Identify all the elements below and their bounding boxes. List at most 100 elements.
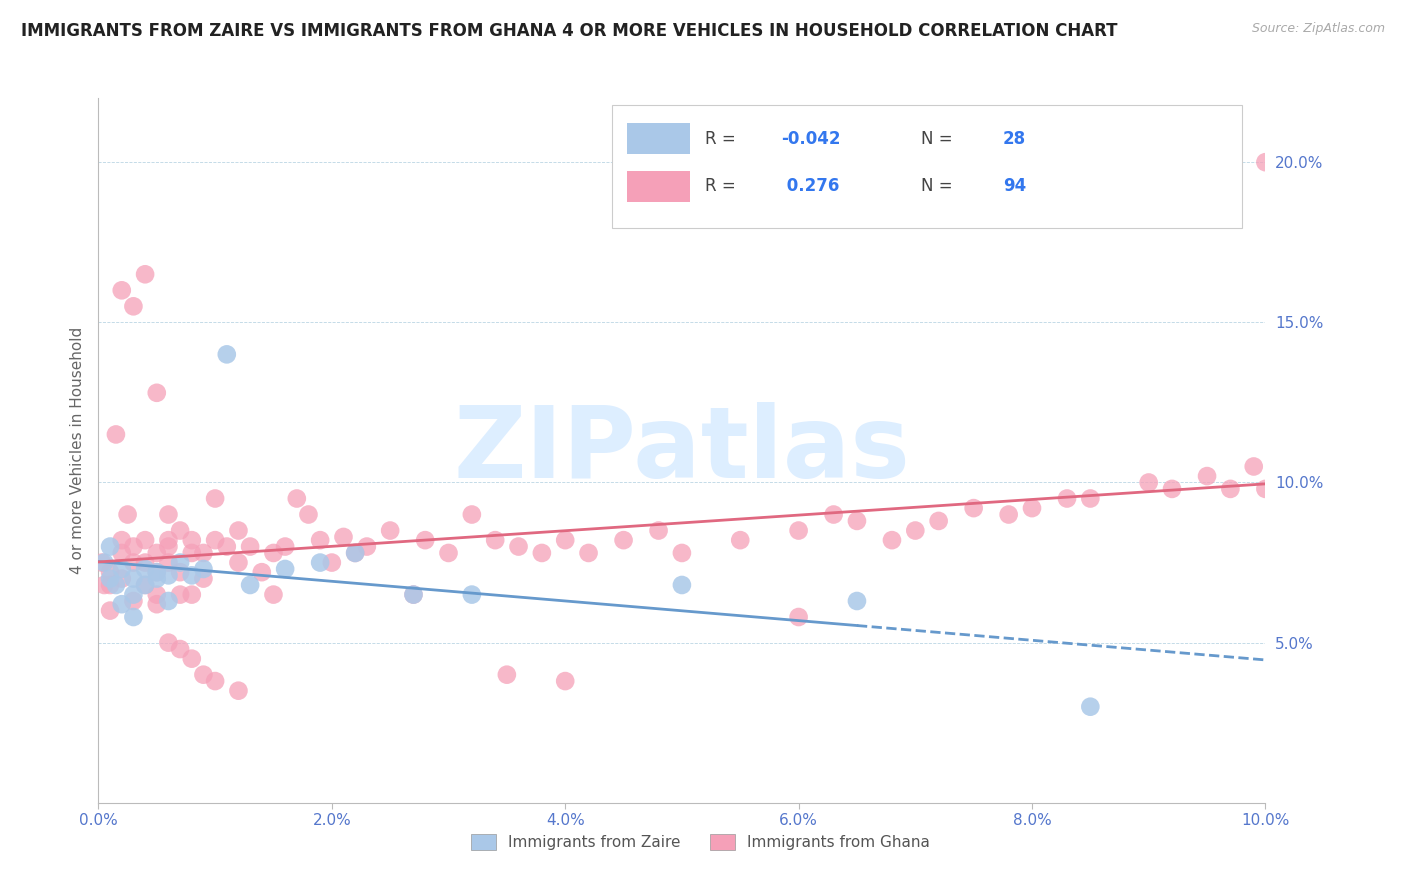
Point <box>146 565 169 579</box>
Point <box>904 524 927 538</box>
Bar <box>710 834 735 850</box>
Point <box>1056 491 1078 506</box>
Text: Source: ZipAtlas.com: Source: ZipAtlas.com <box>1251 22 1385 36</box>
Point <box>1243 459 1265 474</box>
Point <box>98 604 121 618</box>
Point <box>93 556 115 570</box>
Point <box>93 578 115 592</box>
Point <box>146 546 169 560</box>
Point <box>997 508 1019 522</box>
Point <box>554 674 576 689</box>
Point <box>146 588 169 602</box>
Point <box>104 578 127 592</box>
Point <box>671 546 693 560</box>
Point <box>134 578 156 592</box>
Point <box>98 572 121 586</box>
Point <box>111 597 134 611</box>
Point <box>508 540 530 554</box>
Point <box>228 556 250 570</box>
Point <box>122 556 145 570</box>
Point <box>1254 155 1277 169</box>
Point <box>671 578 693 592</box>
Point <box>157 635 180 649</box>
Point <box>554 533 576 548</box>
Point <box>274 562 297 576</box>
Point <box>111 283 134 297</box>
Point <box>180 568 202 582</box>
Point <box>250 565 273 579</box>
Text: ZIPatlas: ZIPatlas <box>454 402 910 499</box>
Bar <box>471 834 496 850</box>
Text: -0.042: -0.042 <box>782 130 841 148</box>
Point <box>146 385 169 400</box>
Point <box>496 667 519 681</box>
Point <box>157 556 180 570</box>
Point <box>285 491 308 506</box>
Point <box>1137 475 1160 490</box>
Y-axis label: 4 or more Vehicles in Household: 4 or more Vehicles in Household <box>69 326 84 574</box>
Point <box>484 533 506 548</box>
Point <box>204 533 226 548</box>
Text: N =: N = <box>921 130 953 148</box>
Point <box>1021 501 1043 516</box>
Point <box>380 524 402 538</box>
Point <box>239 540 262 554</box>
Point <box>1254 482 1277 496</box>
Point <box>730 533 752 548</box>
Point <box>612 533 634 548</box>
Point <box>111 546 134 560</box>
Point <box>146 572 169 586</box>
Point <box>530 546 553 560</box>
Point <box>215 347 238 361</box>
Point <box>332 530 354 544</box>
Text: 0.276: 0.276 <box>782 178 839 195</box>
Point <box>134 268 156 282</box>
Point <box>90 556 112 570</box>
Point <box>111 562 134 576</box>
Point <box>180 651 202 665</box>
Point <box>98 565 121 579</box>
Point <box>98 540 121 554</box>
Text: Immigrants from Zaire: Immigrants from Zaire <box>508 836 681 850</box>
Point <box>787 610 810 624</box>
Point <box>1080 699 1102 714</box>
Point <box>402 588 425 602</box>
Text: 94: 94 <box>1002 178 1026 195</box>
Point <box>1161 482 1184 496</box>
Point <box>461 508 484 522</box>
Point <box>578 546 600 560</box>
Point <box>239 578 262 592</box>
Point <box>204 491 226 506</box>
Point <box>134 562 156 576</box>
Point <box>169 565 191 579</box>
Point <box>122 540 145 554</box>
Point <box>193 546 215 560</box>
Point <box>111 533 134 548</box>
Point <box>356 540 378 554</box>
Point <box>157 533 180 548</box>
FancyBboxPatch shape <box>627 123 690 154</box>
Point <box>1080 491 1102 506</box>
Point <box>157 568 180 582</box>
Point <box>169 588 191 602</box>
Point <box>157 594 180 608</box>
Point <box>787 524 810 538</box>
Point <box>344 546 367 560</box>
Point <box>146 565 169 579</box>
Point <box>321 556 343 570</box>
Point <box>104 427 127 442</box>
Point <box>193 562 215 576</box>
Text: 28: 28 <box>1002 130 1026 148</box>
Point <box>846 594 869 608</box>
Text: Immigrants from Ghana: Immigrants from Ghana <box>747 836 929 850</box>
Point <box>309 556 332 570</box>
Point <box>204 674 226 689</box>
Point <box>134 578 156 592</box>
Point <box>146 597 169 611</box>
Point <box>122 572 145 586</box>
Point <box>413 533 436 548</box>
Point <box>98 578 121 592</box>
Point <box>134 533 156 548</box>
Point <box>461 588 484 602</box>
Text: N =: N = <box>921 178 953 195</box>
